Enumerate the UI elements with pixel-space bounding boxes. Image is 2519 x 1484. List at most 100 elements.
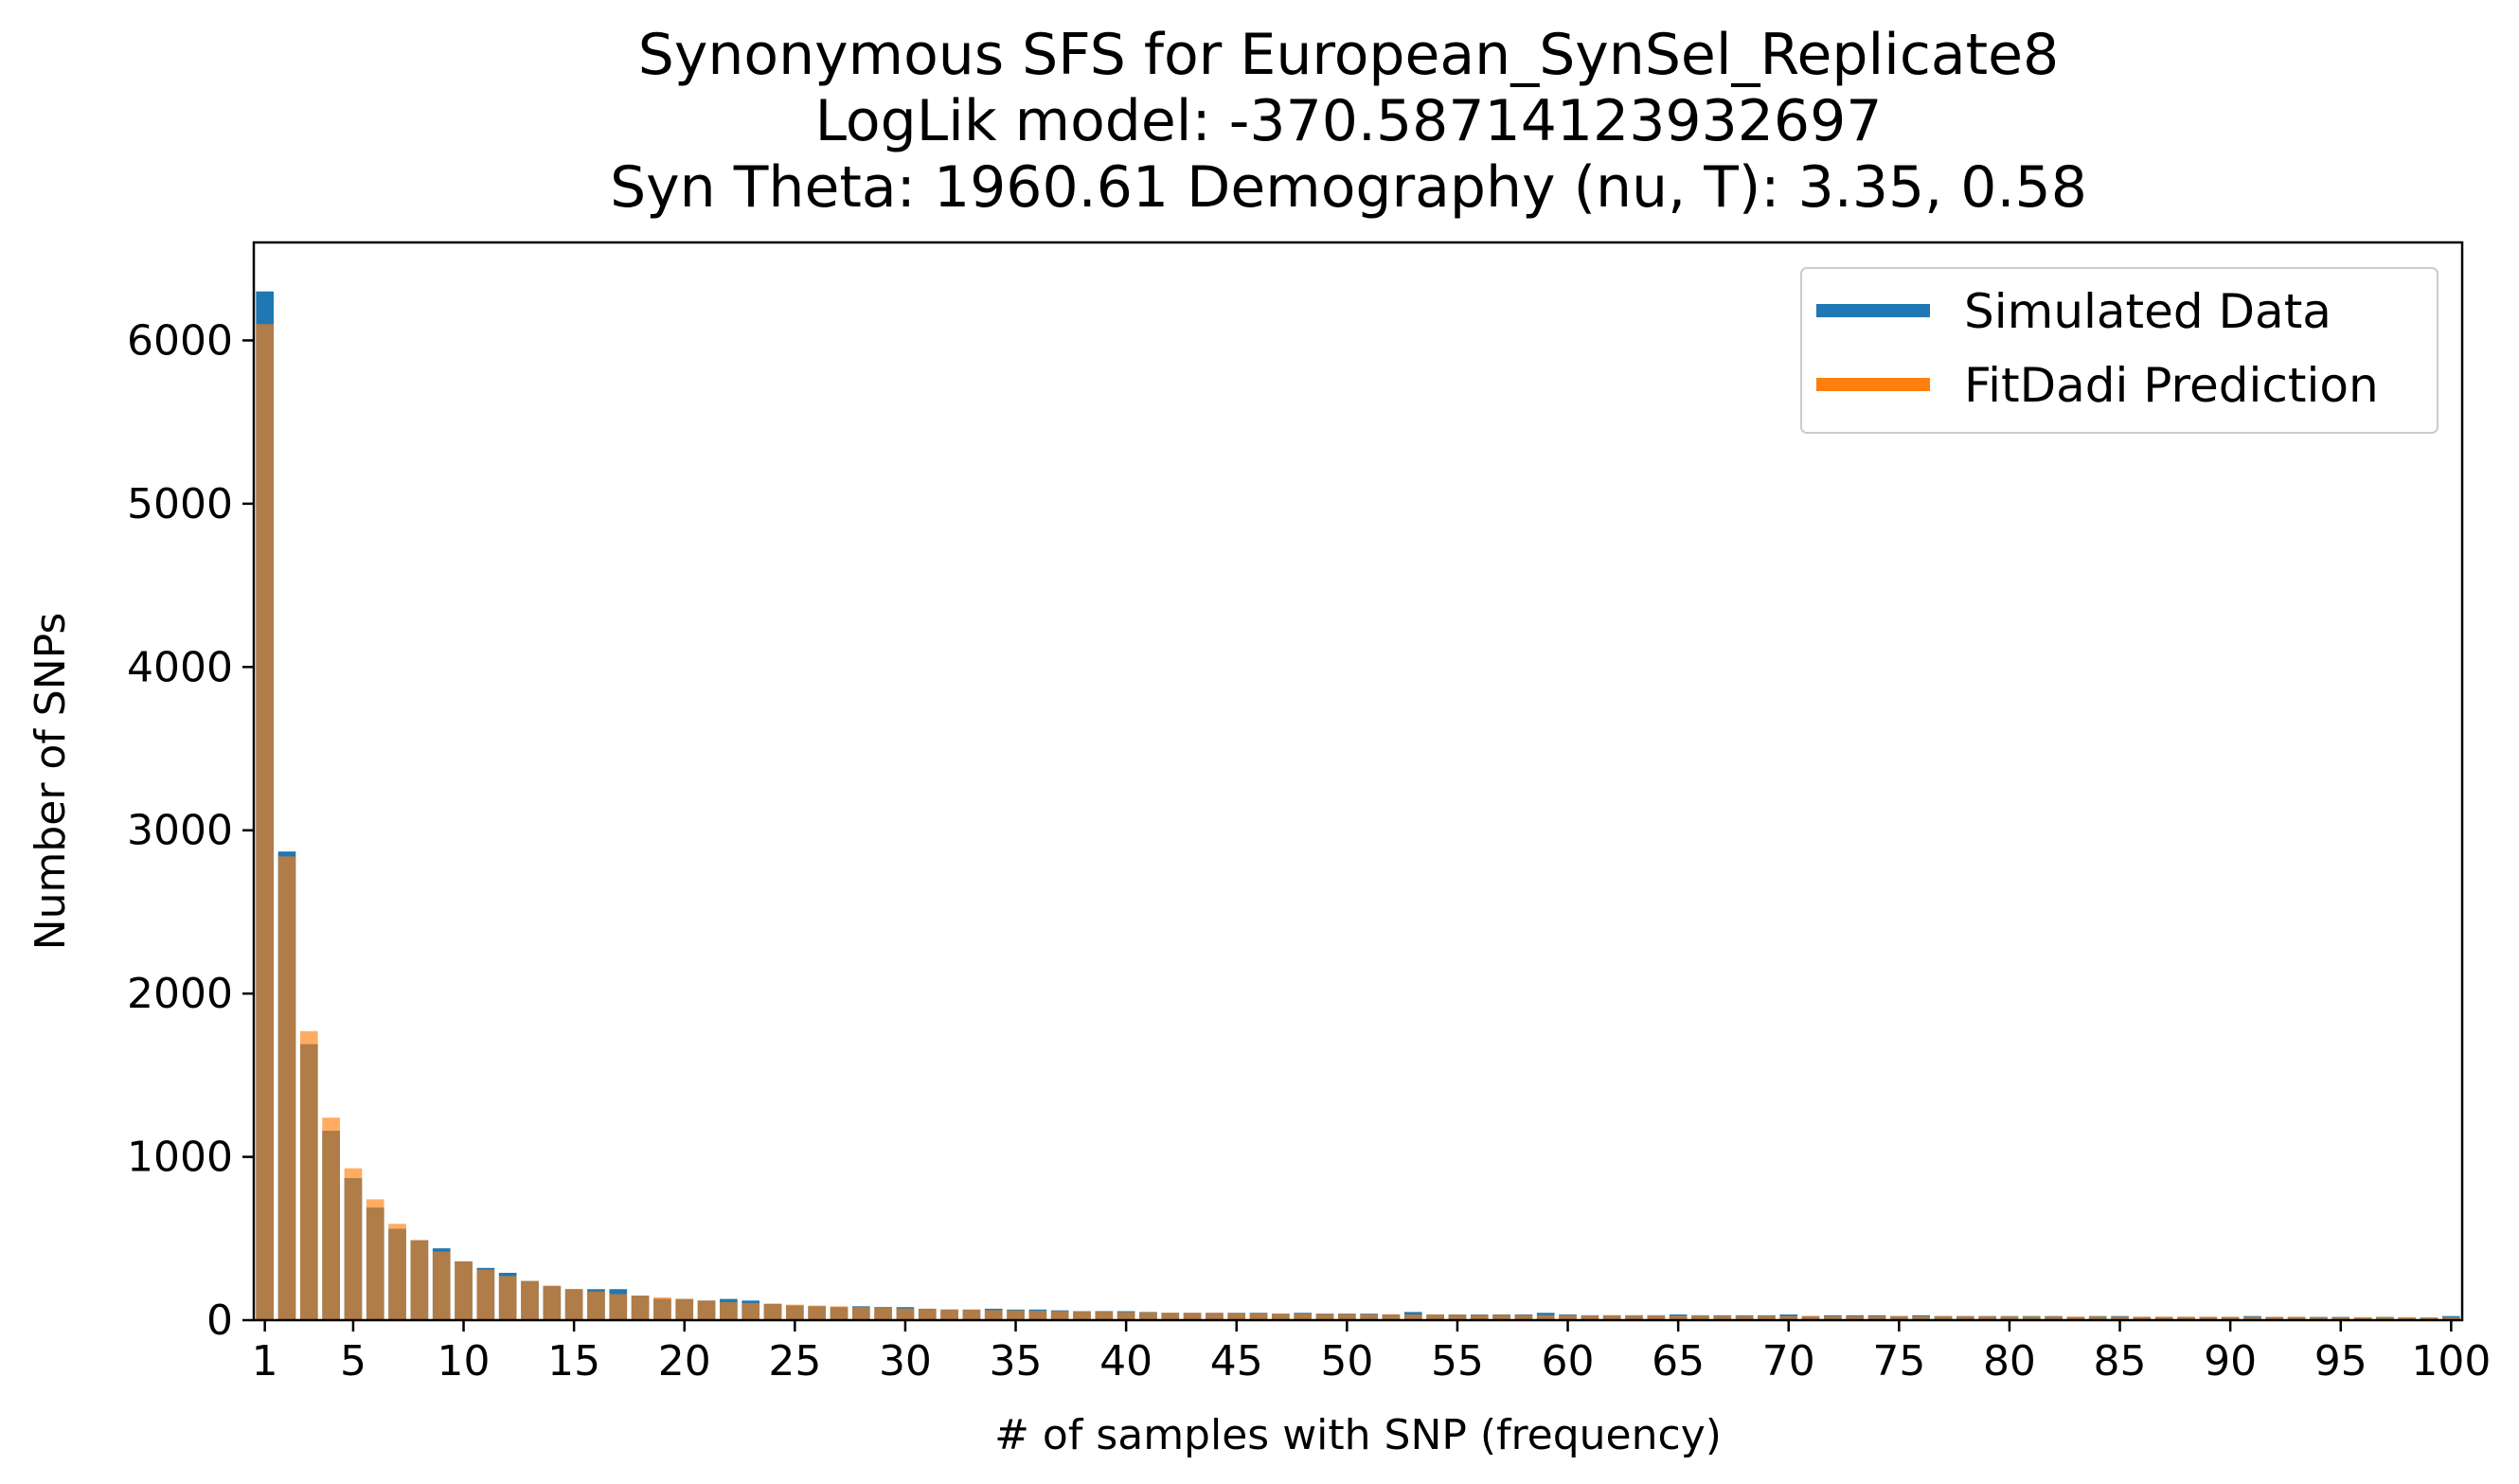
- prediction-bar-27: [830, 1306, 849, 1320]
- prediction-bar-41: [1139, 1312, 1157, 1320]
- prediction-bar-96: [2353, 1316, 2372, 1320]
- prediction-bar-80: [2000, 1316, 2019, 1320]
- prediction-bar-54: [1426, 1314, 1444, 1320]
- prediction-bar-14: [543, 1285, 562, 1320]
- y-tick-label-6000: 6000: [127, 316, 233, 365]
- prediction-bar-5: [344, 1168, 363, 1320]
- prediction-bar-92: [2265, 1316, 2284, 1320]
- prediction-bar-48: [1294, 1314, 1313, 1320]
- simulated-data-bars: [256, 291, 2460, 1321]
- prediction-bar-61: [1581, 1314, 1599, 1320]
- prediction-bar-2: [277, 856, 296, 1320]
- prediction-bar-60: [1559, 1314, 1577, 1320]
- plot-area-frame: [252, 241, 2464, 1322]
- prediction-bar-21: [697, 1300, 716, 1320]
- prediction-bar-10: [455, 1261, 473, 1320]
- prediction-bar-86: [2133, 1316, 2152, 1320]
- prediction-bar-94: [2310, 1316, 2328, 1320]
- x-tick-label-1: 1: [252, 1337, 278, 1386]
- prediction-bar-36: [1028, 1311, 1047, 1320]
- x-tick-label-70: 70: [1762, 1337, 1815, 1386]
- prediction-bar-38: [1073, 1311, 1091, 1320]
- prediction-bar-78: [1956, 1316, 1974, 1320]
- prediction-bar-58: [1514, 1314, 1533, 1320]
- prediction-bar-44: [1206, 1313, 1224, 1320]
- fitdadi-prediction-bars: [256, 324, 2460, 1321]
- prediction-bar-84: [2088, 1316, 2107, 1320]
- prediction-bar-32: [940, 1309, 958, 1320]
- prediction-bar-89: [2199, 1316, 2218, 1320]
- x-tick-label-65: 65: [1652, 1337, 1705, 1386]
- prediction-bar-97: [2376, 1316, 2394, 1320]
- prediction-bar-50: [1338, 1314, 1356, 1320]
- prediction-bar-29: [874, 1308, 892, 1320]
- y-tick-label-1000: 1000: [127, 1134, 233, 1182]
- x-tick-label-100: 100: [2411, 1337, 2491, 1386]
- legend-label-fitdadi-prediction: FitDadi Prediction: [1964, 358, 2379, 413]
- prediction-bar-71: [1801, 1315, 1820, 1320]
- y-tick-label-3000: 3000: [127, 807, 233, 855]
- prediction-bar-4: [322, 1117, 340, 1320]
- prediction-bar-83: [2066, 1316, 2085, 1320]
- prediction-bar-7: [388, 1224, 406, 1320]
- x-tick-label-10: 10: [438, 1337, 491, 1386]
- prediction-bar-8: [410, 1240, 429, 1320]
- x-tick-label-5: 5: [340, 1337, 366, 1386]
- legend-label-simulated-data: Simulated Data: [1964, 284, 2331, 339]
- prediction-bar-33: [962, 1309, 981, 1320]
- y-axis-ticks: 0 1000 2000 3000 4000 5000 6000: [127, 316, 254, 1345]
- prediction-bar-37: [1050, 1311, 1069, 1320]
- prediction-bar-100: [2442, 1316, 2460, 1320]
- prediction-bar-18: [631, 1296, 650, 1320]
- prediction-bar-55: [1448, 1314, 1467, 1320]
- chart-title-line-3: Syn Theta: 1960.61 Demography (nu, T): 3…: [610, 154, 2087, 221]
- x-tick-label-75: 75: [1872, 1337, 1925, 1386]
- x-tick-label-20: 20: [658, 1337, 711, 1386]
- prediction-bar-20: [675, 1298, 694, 1320]
- y-tick-label-2000: 2000: [127, 970, 233, 1018]
- prediction-bar-47: [1272, 1313, 1290, 1320]
- prediction-bar-31: [918, 1308, 937, 1320]
- prediction-bar-24: [763, 1303, 782, 1320]
- prediction-bar-35: [1007, 1310, 1025, 1320]
- prediction-bar-72: [1824, 1315, 1842, 1320]
- prediction-bar-91: [2243, 1316, 2261, 1320]
- prediction-bar-74: [1867, 1315, 1886, 1320]
- prediction-bar-66: [1691, 1315, 1709, 1320]
- x-tick-label-85: 85: [2094, 1337, 2147, 1386]
- y-tick-label-0: 0: [206, 1296, 233, 1345]
- chart-title-line-1: Synonymous SFS for European_SynSel_Repli…: [638, 22, 2059, 88]
- prediction-bar-69: [1758, 1315, 1776, 1320]
- prediction-bar-49: [1315, 1314, 1334, 1320]
- prediction-bar-64: [1647, 1315, 1666, 1320]
- prediction-bar-51: [1360, 1314, 1378, 1320]
- prediction-bar-12: [498, 1276, 517, 1320]
- prediction-bar-46: [1249, 1313, 1268, 1320]
- prediction-bar-1: [256, 324, 274, 1321]
- prediction-bar-68: [1735, 1315, 1754, 1320]
- legend-box: [1800, 267, 2439, 434]
- prediction-bar-73: [1846, 1315, 1865, 1320]
- prediction-bar-59: [1536, 1314, 1555, 1320]
- x-axis-label: # of samples with SNP (frequency): [994, 1411, 1722, 1459]
- prediction-bar-98: [2398, 1316, 2417, 1320]
- x-tick-label-45: 45: [1210, 1337, 1263, 1386]
- x-tick-label-50: 50: [1320, 1337, 1373, 1386]
- prediction-bar-85: [2111, 1316, 2129, 1320]
- prediction-bar-15: [564, 1289, 583, 1320]
- x-tick-label-60: 60: [1542, 1337, 1595, 1386]
- x-tick-label-80: 80: [1983, 1337, 2036, 1386]
- prediction-bar-25: [786, 1304, 804, 1320]
- x-tick-label-40: 40: [1099, 1337, 1152, 1386]
- y-tick-label-4000: 4000: [127, 643, 233, 691]
- x-tick-label-25: 25: [768, 1337, 821, 1386]
- prediction-bar-57: [1492, 1314, 1510, 1320]
- prediction-bar-65: [1669, 1315, 1688, 1320]
- prediction-bar-63: [1625, 1315, 1643, 1320]
- prediction-bar-22: [720, 1302, 738, 1320]
- prediction-bar-13: [521, 1280, 539, 1320]
- prediction-bar-42: [1161, 1313, 1180, 1320]
- prediction-bar-40: [1117, 1312, 1135, 1320]
- prediction-bar-45: [1227, 1313, 1246, 1320]
- x-tick-label-95: 95: [2314, 1337, 2367, 1386]
